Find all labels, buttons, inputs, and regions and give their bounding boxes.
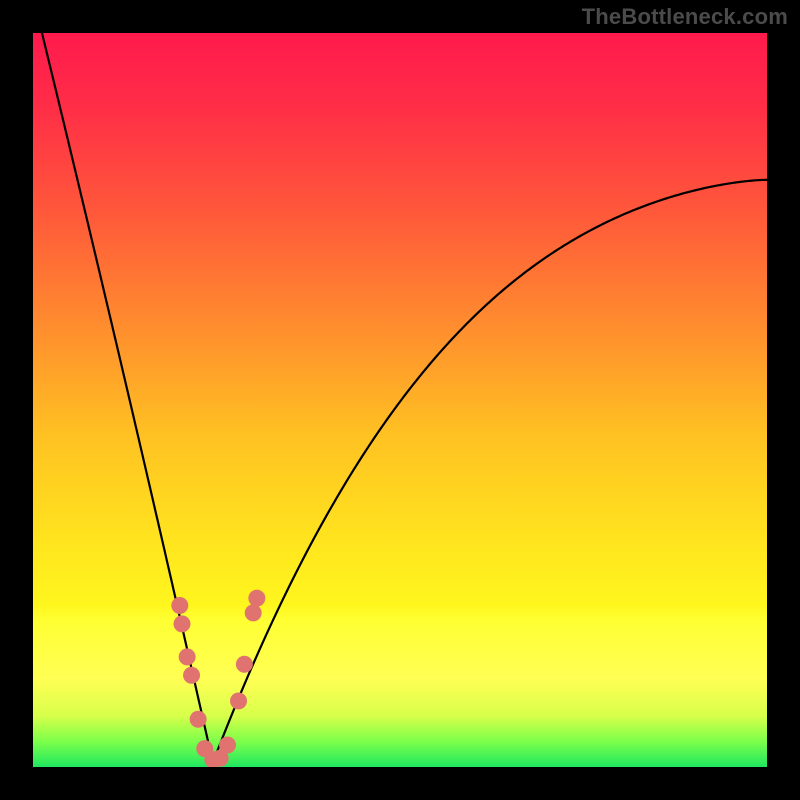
data-marker [236, 656, 253, 673]
data-marker [245, 604, 262, 621]
data-marker [174, 615, 191, 632]
data-marker [248, 590, 265, 607]
data-marker [179, 648, 196, 665]
plot-area [33, 33, 767, 767]
plot-svg [33, 33, 767, 767]
watermark-text: TheBottleneck.com [582, 4, 788, 30]
data-marker [171, 597, 188, 614]
data-marker [190, 711, 207, 728]
data-marker [230, 692, 247, 709]
data-marker [183, 667, 200, 684]
data-marker [219, 736, 236, 753]
